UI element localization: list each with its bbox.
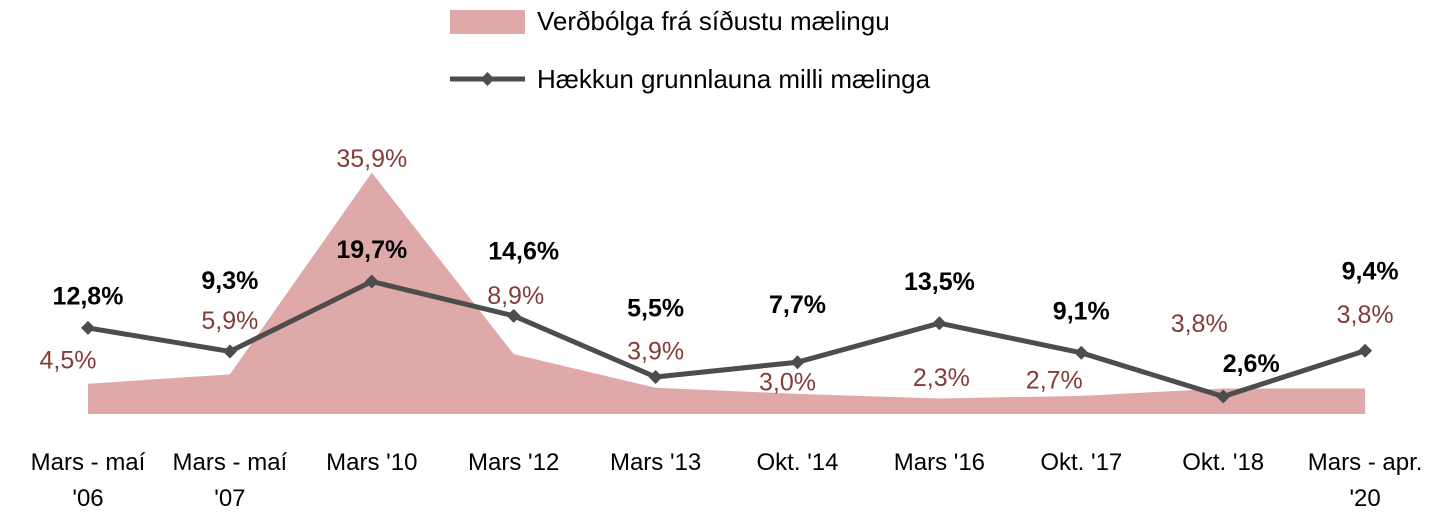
x-tick-label: Mars '16 xyxy=(893,449,986,476)
x-tick-label: Mars - maí '06 xyxy=(30,449,146,512)
data-label: 8,9% xyxy=(487,282,544,310)
legend-swatch xyxy=(450,10,525,34)
data-label: 3,0% xyxy=(759,368,816,396)
marker xyxy=(222,344,237,359)
marker xyxy=(648,370,663,385)
legend-label: Verðbólga frá síðustu mælingu xyxy=(537,6,890,36)
legend-marker xyxy=(480,72,495,86)
legend-label: Hækkun grunnlauna milli mælinga xyxy=(537,64,931,94)
x-tick-label: Okt. '14 xyxy=(756,449,839,476)
data-label: 9,3% xyxy=(201,267,258,295)
data-label: 3,8% xyxy=(1337,301,1394,329)
x-tick-label: Mars - maí '07 xyxy=(172,449,288,512)
data-label: 3,9% xyxy=(627,337,684,365)
data-label: 12,8% xyxy=(53,283,124,311)
data-label: 35,9% xyxy=(336,145,407,173)
data-label: 5,5% xyxy=(627,295,684,323)
x-tick-label: Mars '12 xyxy=(468,449,560,476)
line xyxy=(87,279,1366,400)
x-tick-label: Mars '13 xyxy=(609,449,702,476)
data-label: 7,7% xyxy=(769,291,826,319)
data-label: 9,1% xyxy=(1053,297,1110,325)
data-label: 3,8% xyxy=(1171,310,1228,338)
data-label: 4,5% xyxy=(40,346,97,374)
data-label: 2,7% xyxy=(1026,366,1083,394)
marker xyxy=(506,308,521,323)
x-tick-label: Okt. '17 xyxy=(1040,449,1123,476)
x-tick-label: Mars - apr. '20 xyxy=(1307,449,1423,512)
x-tick-label: Okt. '18 xyxy=(1182,449,1265,476)
marker xyxy=(364,274,379,289)
data-label: 9,4% xyxy=(1342,257,1399,285)
data-label: 13,5% xyxy=(904,268,975,296)
marker xyxy=(81,320,95,335)
marker xyxy=(1216,389,1231,404)
data-label: 19,7% xyxy=(336,236,407,264)
data-label: 2,6% xyxy=(1223,350,1280,378)
data-label: 14,6% xyxy=(488,237,559,265)
x-tick-label: Mars '10 xyxy=(326,449,418,476)
marker xyxy=(1358,343,1373,358)
marker xyxy=(790,355,805,370)
data-label: 2,3% xyxy=(913,364,970,392)
marker xyxy=(932,316,947,331)
data-label: 5,9% xyxy=(201,307,258,335)
marker xyxy=(1074,345,1089,360)
area xyxy=(88,172,1366,414)
